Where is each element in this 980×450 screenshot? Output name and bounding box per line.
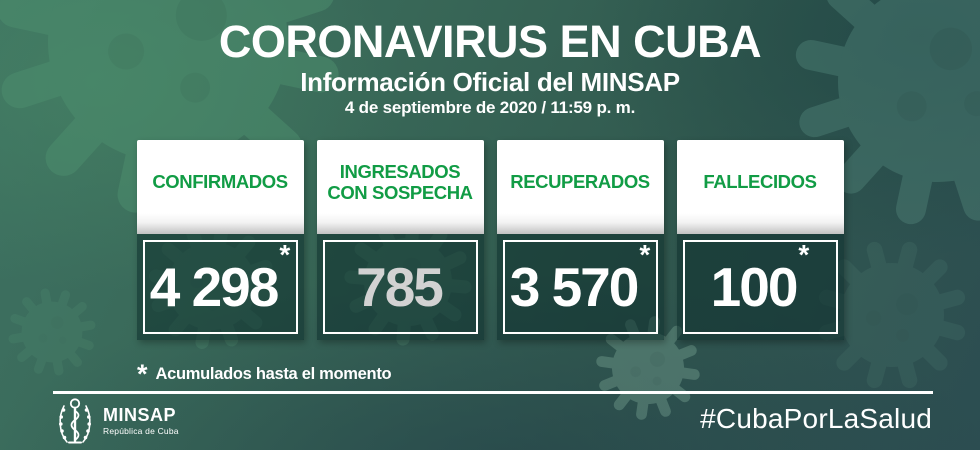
stat-card-value: 4 298* <box>150 241 291 315</box>
value-number: 785 <box>356 255 444 318</box>
value-number: 3 570 <box>509 255 640 318</box>
stat-card-label: FALLECIDOS <box>676 140 844 234</box>
asterisk-mark: * <box>639 239 651 271</box>
minsap-logo-subtitle: República de Cuba <box>103 425 179 436</box>
stat-card-label: INGRESADOS CON SOSPECHA <box>316 140 484 234</box>
stat-card-confirmados: CONFIRMADOS 4 298* <box>136 140 304 340</box>
asterisk-symbol: * <box>137 359 148 389</box>
stat-card-value-panel: 100* <box>676 234 844 340</box>
accumulated-footnote: * Acumulados hasta el momento <box>137 359 392 389</box>
page-subtitle: Información Oficial del MINSAP <box>300 67 680 97</box>
stat-card-label: RECUPERADOS <box>496 140 664 234</box>
asterisk-mark: * <box>279 239 291 271</box>
footnote-text: Acumulados hasta el momento <box>155 365 392 383</box>
minsap-logo-text: MINSAP República de Cuba <box>103 405 179 436</box>
stat-card-value: 100* <box>711 241 810 315</box>
footer-divider-line <box>53 391 933 394</box>
stat-card-value-panel: 3 570* <box>496 234 664 340</box>
stat-cards-row: CONFIRMADOS 4 298* INGRESADOS CON SOSPEC… <box>0 140 980 340</box>
page-title: CORONAVIRUS EN CUBA <box>218 16 762 67</box>
value-number: 100 <box>710 255 799 318</box>
stat-card-label: CONFIRMADOS <box>136 140 304 234</box>
stat-card-fallecidos: FALLECIDOS 100* <box>676 140 844 340</box>
minsap-logo: MINSAP República de Cuba <box>54 397 179 445</box>
stat-card-value: 3 570* <box>510 241 651 315</box>
report-date: 4 de septiembre de 2020 / 11:59 p. m. <box>344 98 636 117</box>
value-number: 4 298 <box>149 255 280 318</box>
stat-card-value-panel: 4 298* <box>136 234 304 340</box>
stat-card-recuperados: RECUPERADOS 3 570* <box>496 140 664 340</box>
stat-card-value: 785 <box>356 259 444 315</box>
minsap-logo-name: MINSAP <box>103 405 177 426</box>
minsap-emblem-icon <box>59 398 91 444</box>
campaign-hashtag: #CubaPorLaSalud <box>700 403 932 434</box>
stat-card-ingresados: INGRESADOS CON SOSPECHA 785 <box>316 140 484 340</box>
asterisk-mark: * <box>798 239 810 271</box>
stat-card-value-panel: 785 <box>316 234 484 340</box>
